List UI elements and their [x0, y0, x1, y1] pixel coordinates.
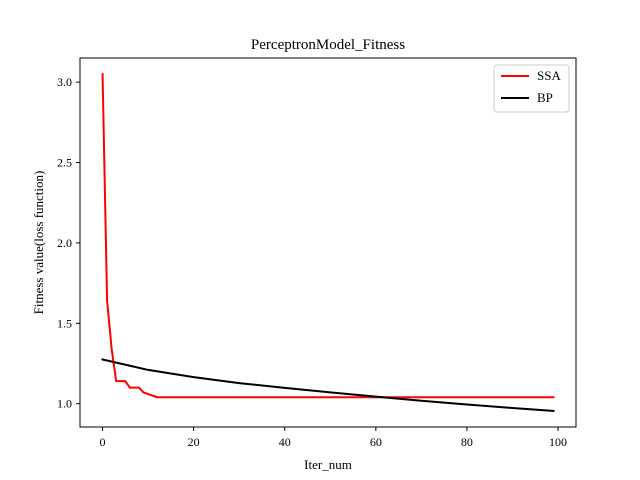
y-tick-label: 1.5 [57, 316, 72, 330]
y-axis-ticks: 1.0 1.5 2.0 2.5 3.0 [57, 75, 80, 411]
legend: SSA BP [493, 64, 570, 113]
y-tick-label: 2.0 [57, 236, 72, 250]
x-tick-label: 40 [279, 435, 291, 449]
y-tick-label: 2.5 [57, 156, 72, 170]
x-tick-label: 20 [188, 435, 200, 449]
y-tick-label: 3.0 [57, 75, 72, 89]
legend-label-ssa: SSA [537, 68, 561, 83]
x-axis-label: Iter_num [304, 457, 352, 472]
x-tick-label: 80 [461, 435, 473, 449]
series-line-ssa [101, 73, 555, 399]
x-tick-label: 0 [100, 435, 106, 449]
x-tick-label: 60 [370, 435, 382, 449]
chart-title: PerceptronModel_Fitness [251, 37, 405, 53]
legend-label-bp: BP [537, 90, 553, 105]
series-layer [101, 73, 555, 412]
x-axis-ticks: 0 20 40 60 80 100 [100, 427, 567, 449]
x-tick-label: 100 [549, 435, 567, 449]
series-line-bp [101, 358, 555, 412]
y-tick-label: 1.0 [57, 397, 72, 411]
y-axis-label: Fitness value(loss function) [31, 171, 46, 315]
